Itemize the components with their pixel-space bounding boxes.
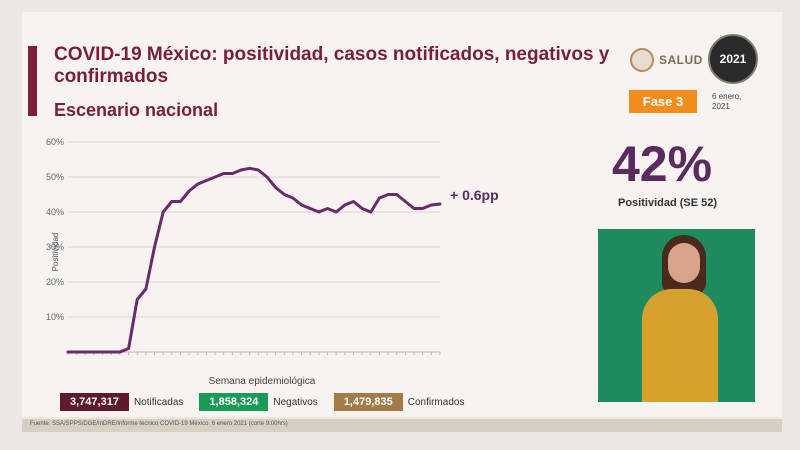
positivity-kpi-caption: Positividad (SE 52) [618, 197, 718, 209]
x-axis-label: Semana epidemiológica [209, 376, 316, 387]
negativos-value: 1,858,324 [199, 393, 269, 411]
notificadas-label: Notificadas [133, 396, 184, 408]
page-subtitle: Escenario nacional [54, 100, 219, 120]
salud-label: SALUD [659, 53, 703, 67]
confirmados-label: Confirmados [407, 396, 465, 408]
legend: 3,747,317 Notificadas 1,858,324 Negativo… [60, 393, 480, 411]
y-tick-label: 60% [46, 137, 64, 147]
government-seal-icon [630, 48, 654, 72]
negativos-label: Negativos [273, 396, 318, 408]
positivity-kpi-value: 42% [612, 136, 713, 192]
page-title: COVID-19 México: positividad, casos noti… [54, 44, 610, 87]
year-2021-logo: 2021 [708, 34, 758, 84]
year-badge-text: 2021 [719, 52, 747, 66]
y-tick-label: 40% [46, 207, 64, 217]
interpreter-body [642, 289, 718, 402]
y-tick-label: 10% [46, 312, 64, 322]
source-footnote: Fuente: SSA/SPPS/DGE/InDRE/Informe técni… [30, 421, 288, 427]
confirmados-value: 1,479,835 [333, 393, 403, 411]
notificadas-value: 3,747,317 [60, 393, 129, 411]
interpreter-face [668, 243, 700, 283]
date-label: 6 enero, 2021 [712, 92, 742, 111]
positivity-series-line [66, 166, 442, 354]
y-tick-label: 30% [46, 242, 64, 252]
sign-language-interpreter-video [598, 229, 755, 402]
positivity-line-chart: 10% 20% 30% 40% 50% 60% Positividad Semana epid… [46, 137, 499, 387]
series-change-annotation: + 0.6pp [450, 187, 499, 203]
y-tick-label: 20% [46, 277, 64, 287]
y-axis-label: Positividad [51, 233, 60, 272]
footer-strip [22, 419, 782, 432]
title-accent-bar [28, 46, 37, 116]
salud-logo: SALUD [630, 48, 703, 72]
y-tick-label: 50% [46, 172, 64, 182]
phase-badge: Fase 3 [629, 90, 697, 113]
